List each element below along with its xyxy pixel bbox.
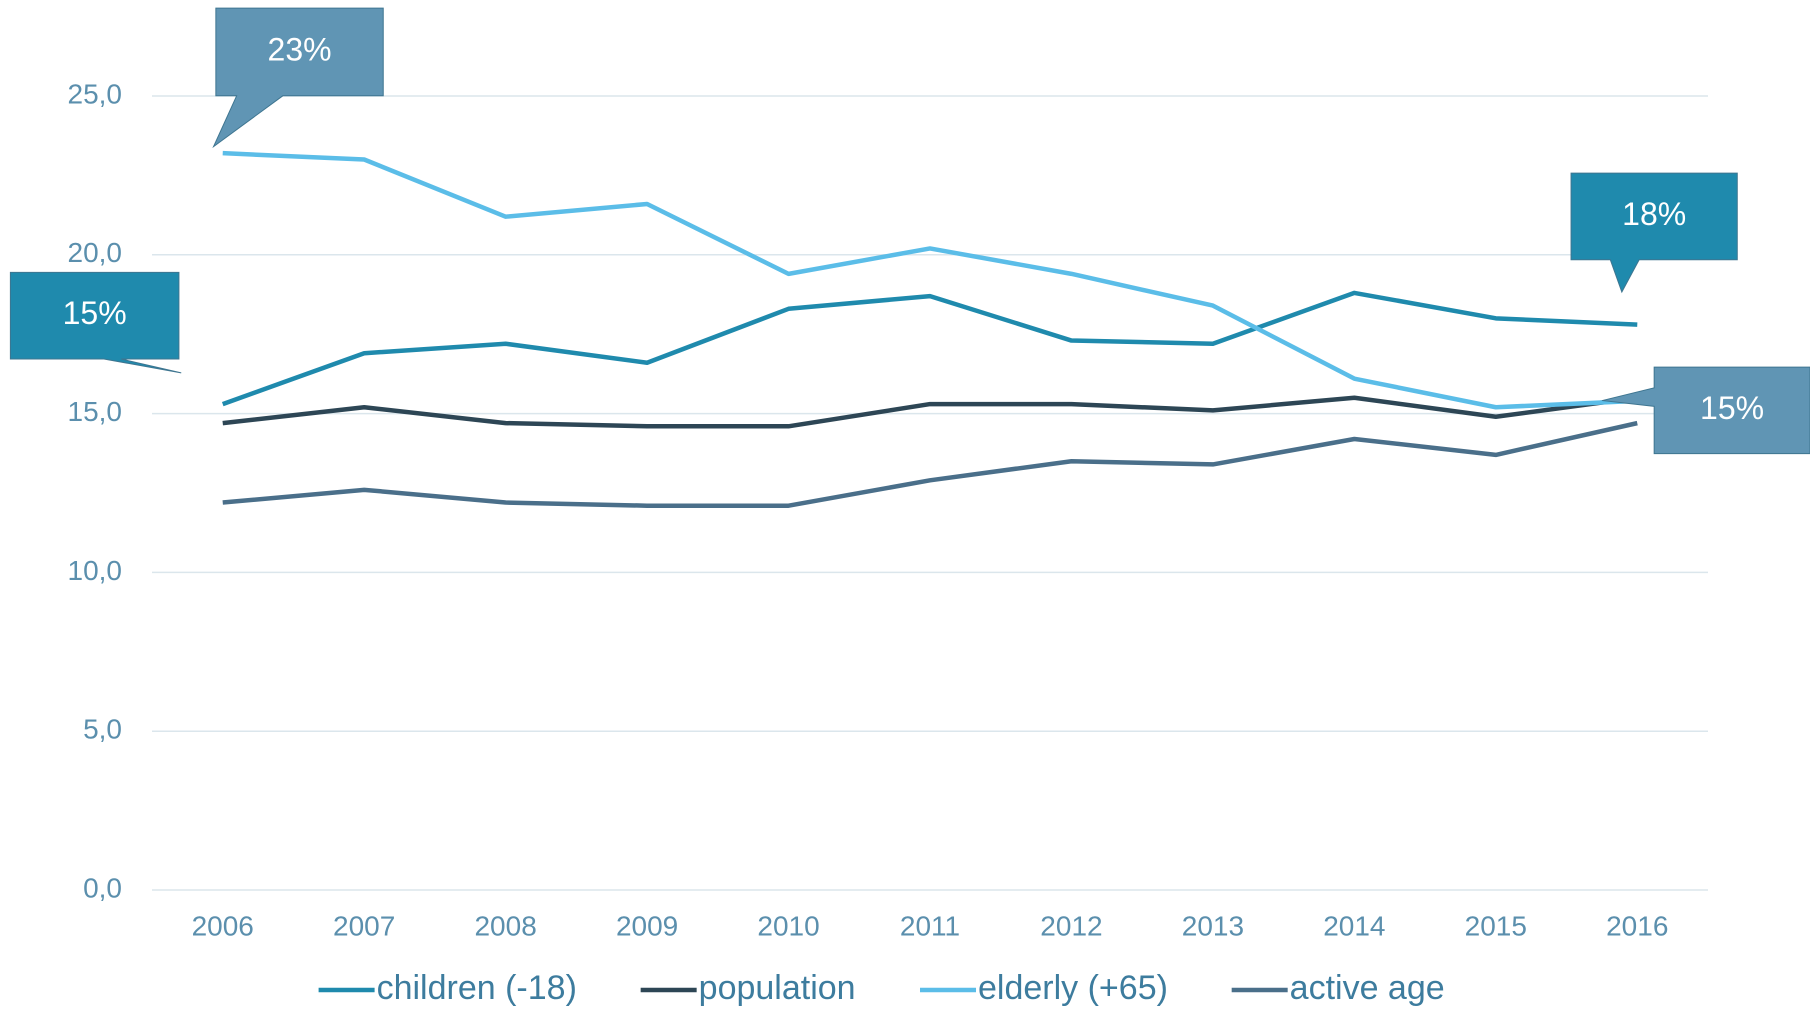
x-tick-label: 2007: [333, 910, 395, 941]
series-line: [222, 395, 1638, 429]
callout-label: 15%: [63, 295, 127, 331]
x-tick-label: 2014: [1323, 910, 1385, 941]
callout-label: 18%: [1622, 196, 1686, 232]
callout-box: [212, 7, 384, 149]
x-tick-label: 2010: [757, 910, 819, 941]
x-tick-label: 2011: [900, 910, 960, 941]
x-tick-label: 2013: [1182, 910, 1244, 941]
x-tick-label: 2008: [474, 910, 536, 941]
series-line: [222, 420, 1638, 508]
y-tick-label: 5,0: [83, 714, 122, 745]
x-tick-label: 2016: [1606, 910, 1668, 941]
legend-label: children (-18): [377, 969, 577, 1007]
y-tick-label: 25,0: [68, 78, 123, 109]
y-tick-label: 15,0: [68, 396, 123, 427]
x-tick-label: 2006: [192, 910, 254, 941]
callout-box: [9, 271, 182, 374]
callout-box: [1602, 366, 1810, 455]
y-tick-label: 10,0: [68, 555, 123, 586]
legend-label: population: [699, 969, 856, 1007]
callout-label: 15%: [1700, 390, 1764, 426]
series-line: [222, 150, 1638, 410]
x-tick-label: 2012: [1040, 910, 1102, 941]
x-tick-label: 2015: [1465, 910, 1527, 941]
legend-label: active age: [1290, 969, 1445, 1007]
legend-label: elderly (+65): [978, 969, 1168, 1007]
y-tick-label: 20,0: [68, 237, 123, 268]
y-tick-label: 0,0: [83, 872, 122, 903]
callout-box: [1570, 172, 1738, 294]
series-line: [221, 290, 1638, 407]
x-tick-label: 2009: [616, 910, 678, 941]
callout-label: 23%: [268, 31, 332, 67]
